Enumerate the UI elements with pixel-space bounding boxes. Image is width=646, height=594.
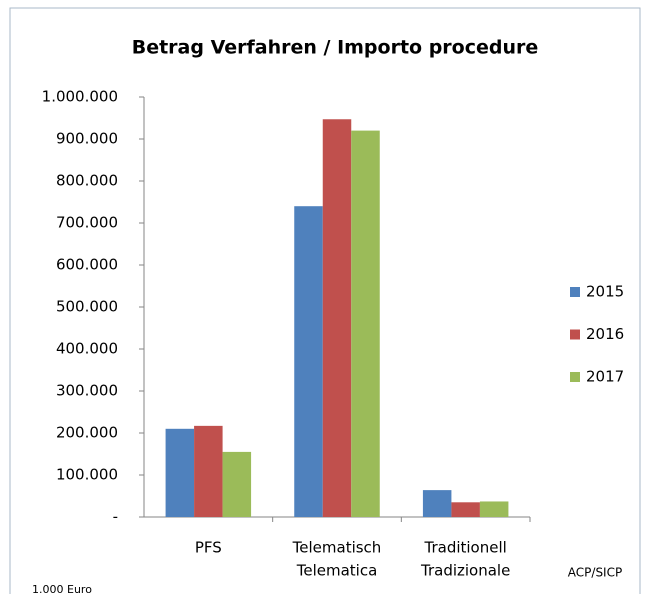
y-tick-label: 1.000.000: [42, 88, 118, 106]
x-tick-label: Traditionell: [424, 539, 507, 557]
y-tick-label: 600.000: [56, 256, 118, 274]
x-tick-label: Tradizionale: [420, 562, 510, 580]
legend-label: 2015: [586, 283, 624, 301]
y-tick-label: 800.000: [56, 172, 118, 190]
y-tick-label: 700.000: [56, 214, 118, 232]
bar: [351, 130, 380, 517]
bar: [194, 425, 223, 517]
source-note: ACP/SICP: [568, 566, 622, 580]
y-tick-label: 200.000: [56, 424, 118, 442]
legend-swatch: [570, 372, 580, 382]
x-tick-label: Telematica: [296, 562, 378, 580]
bar: [165, 428, 195, 517]
legend-label: 2017: [586, 368, 624, 386]
chart-title: Betrag Verfahren / Importo procedure: [132, 37, 539, 59]
y-tick-label: 300.000: [56, 382, 118, 400]
legend-swatch: [570, 329, 580, 340]
bar: [422, 490, 452, 517]
unit-note: 1.000 Euro: [32, 583, 92, 594]
y-tick-label: 500.000: [56, 298, 118, 316]
y-tick-label: 900.000: [56, 130, 118, 148]
bar: [294, 206, 323, 517]
y-tick-label: 400.000: [56, 340, 118, 358]
bar: [479, 501, 509, 517]
legend-swatch: [570, 287, 580, 297]
x-tick-label: PFS: [195, 539, 222, 557]
y-tick-label: 100.000: [56, 466, 118, 484]
x-tick-label: Telematisch: [292, 539, 382, 557]
y-tick-label: -: [113, 508, 118, 526]
bar: [322, 119, 352, 517]
bar: [222, 451, 252, 517]
legend-label: 2016: [586, 325, 624, 343]
bar: [451, 502, 480, 517]
